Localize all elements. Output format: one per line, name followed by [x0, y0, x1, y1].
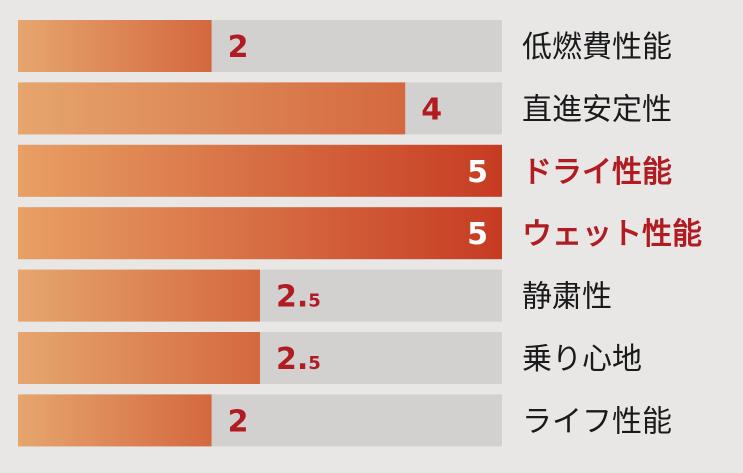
bar-row: 2 低燃費性能	[18, 20, 672, 72]
bar-row: 2.5 静粛性	[18, 269, 612, 322]
bar-row: 4 直進安定性	[18, 82, 672, 135]
bar	[18, 394, 212, 447]
bar	[18, 269, 260, 322]
category-label: 乗り心地	[522, 342, 642, 377]
bar-row: 5 ドライ性能	[18, 144, 672, 197]
value-label: 5	[467, 155, 488, 190]
bar	[18, 20, 212, 72]
bar-row: 2.5 乗り心地	[18, 332, 642, 384]
bar	[18, 82, 406, 135]
category-label: 直進安定性	[522, 92, 672, 127]
bar-row: 2 ライフ性能	[18, 394, 672, 447]
category-label: ウェット性能	[522, 217, 702, 252]
bar	[18, 332, 260, 384]
value-label: 2	[228, 30, 249, 65]
category-label: 低燃費性能	[522, 30, 672, 65]
bar-rows: 2 低燃費性能 4 直進安定性 5 ドライ性能 5 ウェット性能 2.5 静粛性 2.5 乗り心地 2 ラ…	[18, 20, 702, 447]
category-label: 静粛性	[522, 280, 612, 315]
bar	[18, 144, 502, 197]
bar-row: 5 ウェット性能	[18, 207, 702, 260]
bar	[18, 207, 502, 260]
value-label: 5	[467, 217, 488, 252]
value-label: 2.5	[276, 280, 321, 315]
value-label: 2	[228, 404, 249, 439]
value-label: 4	[421, 92, 442, 127]
category-label: ライフ性能	[522, 404, 672, 439]
category-label: ドライ性能	[522, 155, 672, 190]
value-label: 2.5	[276, 342, 321, 377]
